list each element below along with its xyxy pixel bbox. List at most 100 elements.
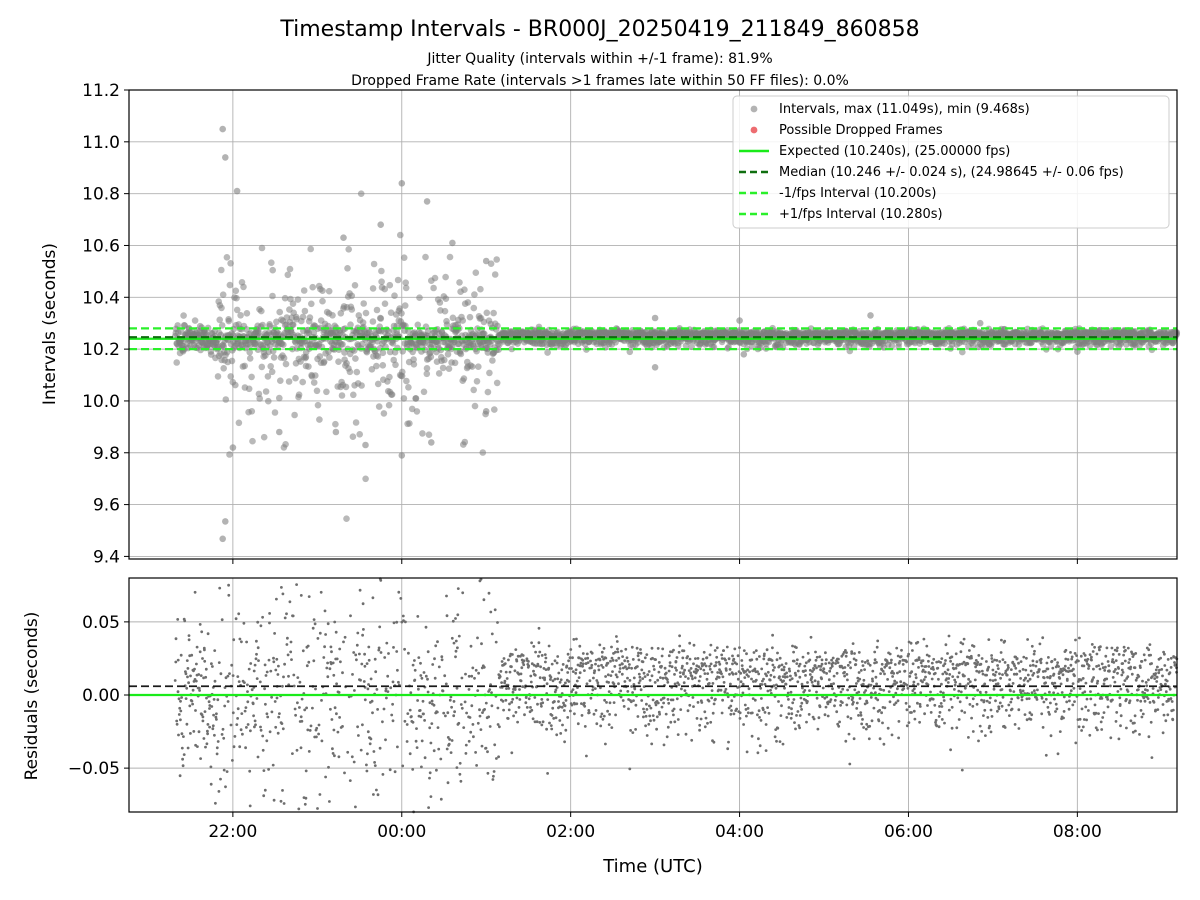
residual-point [862, 726, 865, 729]
interval-point [386, 373, 393, 381]
residual-point [799, 696, 803, 700]
residual-point [798, 675, 802, 679]
interval-point [373, 362, 380, 370]
residual-point [730, 699, 734, 703]
residual-point [303, 802, 307, 806]
residual-point [660, 705, 664, 709]
residual-point [848, 762, 852, 766]
residual-point [814, 658, 818, 662]
residual-point [661, 647, 665, 651]
residual-point [758, 744, 762, 748]
residual-point [742, 723, 745, 726]
residual-point [505, 677, 509, 680]
residual-point [544, 668, 548, 671]
residual-point [833, 704, 836, 708]
residual-point [523, 713, 526, 717]
interval-point [377, 221, 385, 228]
residual-point [253, 663, 257, 667]
residual-point [647, 670, 651, 673]
residual-point [938, 711, 942, 714]
interval-point [320, 358, 328, 366]
residual-point [369, 677, 373, 681]
interval-point [264, 373, 272, 380]
interval-point [294, 296, 302, 303]
residual-point [858, 697, 862, 700]
residual-point [944, 659, 947, 662]
interval-point [219, 535, 226, 543]
interval-point [360, 300, 368, 307]
residual-point [439, 757, 443, 761]
residual-point [823, 713, 827, 717]
residual-point [432, 749, 436, 753]
interval-point [406, 420, 413, 427]
residual-point [644, 714, 648, 718]
residual-point [916, 701, 919, 705]
residual-point [829, 698, 833, 701]
residual-point [642, 707, 645, 711]
interval-point [233, 294, 240, 302]
residual-point [482, 665, 486, 669]
residual-point [741, 682, 745, 686]
residual-point [793, 721, 796, 724]
interval-point [248, 373, 255, 381]
residual-point [602, 714, 606, 718]
residual-point [354, 805, 357, 809]
residual-point [247, 667, 251, 671]
residual-point [846, 715, 850, 719]
residual-point [454, 649, 458, 653]
residual-point [483, 708, 486, 711]
residual-point [935, 724, 939, 728]
residual-point [593, 687, 597, 690]
residual-point [384, 738, 387, 742]
interval-point [222, 154, 229, 161]
residual-point [912, 687, 916, 691]
residual-point [355, 643, 359, 647]
residual-point [229, 723, 233, 727]
residual-point [652, 668, 656, 671]
interval-point [335, 358, 342, 366]
residual-point [354, 653, 358, 657]
residual-point [820, 662, 824, 666]
residual-point [533, 673, 537, 677]
interval-point [369, 318, 377, 325]
residual-point [479, 728, 483, 731]
residual-point [490, 691, 493, 694]
residual-point [420, 676, 424, 680]
residual-point [502, 657, 506, 660]
interval-point [284, 271, 292, 279]
residual-point [740, 659, 744, 662]
residual-point [357, 734, 360, 737]
residual-point [379, 651, 383, 654]
residual-point [940, 718, 944, 721]
residual-point [263, 663, 267, 667]
residual-point [296, 701, 299, 705]
residual-point [426, 677, 429, 681]
residual-point [645, 734, 649, 737]
residual-point [750, 711, 754, 715]
residual-point [423, 719, 426, 722]
residual-point [875, 645, 879, 649]
residual-point [590, 666, 593, 670]
residual-point [185, 686, 189, 690]
residual-point [653, 681, 657, 684]
residual-point [916, 682, 920, 686]
residual-point [876, 639, 880, 643]
interval-point [326, 354, 333, 361]
residual-point [248, 804, 252, 808]
residual-point [941, 672, 945, 676]
residual-point [837, 724, 841, 728]
residual-point [236, 707, 240, 711]
residual-point [510, 665, 513, 669]
residual-point [746, 711, 750, 715]
residual-point [796, 710, 800, 713]
residual-point [558, 719, 562, 722]
residual-point [727, 657, 731, 661]
residual-point [943, 721, 946, 725]
interval-point [399, 368, 406, 376]
residual-point [450, 739, 454, 742]
residual-point [595, 722, 599, 726]
interval-point [493, 256, 501, 263]
residual-point [292, 673, 296, 677]
interval-point [427, 353, 435, 361]
residual-point [219, 672, 223, 676]
